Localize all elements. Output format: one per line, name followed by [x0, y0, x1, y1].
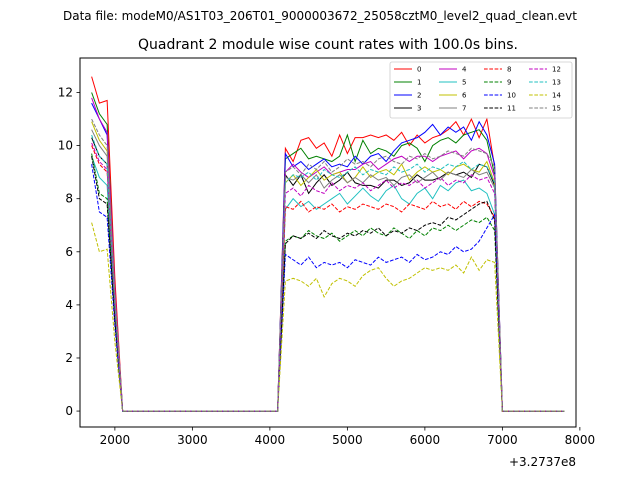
x-tick-label: 6000 — [410, 433, 441, 447]
legend-label-9: 9 — [507, 79, 511, 87]
x-axis-offset-label: +3.2737e8 — [509, 455, 576, 469]
x-tick-label: 7000 — [487, 433, 518, 447]
x-tick-label: 3000 — [177, 433, 208, 447]
legend-label-13: 13 — [552, 79, 561, 87]
legend-label-4: 4 — [462, 66, 467, 74]
y-tick-label: 8 — [65, 192, 73, 206]
y-tick-label: 4 — [65, 298, 73, 312]
y-tick-label: 6 — [65, 245, 73, 259]
y-tick-label: 10 — [58, 139, 73, 153]
legend-label-10: 10 — [507, 92, 516, 100]
y-tick-label: 12 — [58, 86, 73, 100]
chart-suptitle: Data file: modeM0/AS1T03_206T01_90000036… — [63, 9, 577, 23]
legend-label-0: 0 — [417, 66, 421, 74]
y-axis: 0 2 4 6 8 10 12 — [58, 86, 80, 418]
legend-box — [389, 61, 573, 119]
x-tick-label: 2000 — [100, 433, 131, 447]
x-tick-label: 8000 — [565, 433, 596, 447]
chart-title: Quadrant 2 module wise count rates with … — [138, 37, 518, 53]
x-tick-label: 4000 — [255, 433, 286, 447]
y-tick-label: 0 — [65, 404, 73, 418]
axes-frame — [79, 57, 577, 428]
legend-label-8: 8 — [507, 66, 511, 74]
legend-label-11: 11 — [507, 105, 516, 113]
legend-label-7: 7 — [462, 105, 466, 113]
series-line-14 — [91, 222, 565, 412]
x-axis: 2000 3000 4000 5000 6000 7000 8000 — [100, 427, 596, 447]
x-tick-label: 5000 — [332, 433, 363, 447]
plot-area — [91, 76, 565, 412]
legend-label-2: 2 — [417, 92, 421, 100]
legend-label-14: 14 — [552, 92, 561, 100]
series-line-15 — [91, 118, 565, 412]
legend-label-12: 12 — [552, 66, 561, 74]
legend-label-6: 6 — [462, 92, 467, 100]
legend-label-1: 1 — [417, 79, 421, 87]
legend-label-15: 15 — [552, 105, 561, 113]
legend-label-3: 3 — [417, 105, 421, 113]
legend-label-5: 5 — [462, 79, 466, 87]
y-tick-label: 2 — [65, 351, 73, 365]
